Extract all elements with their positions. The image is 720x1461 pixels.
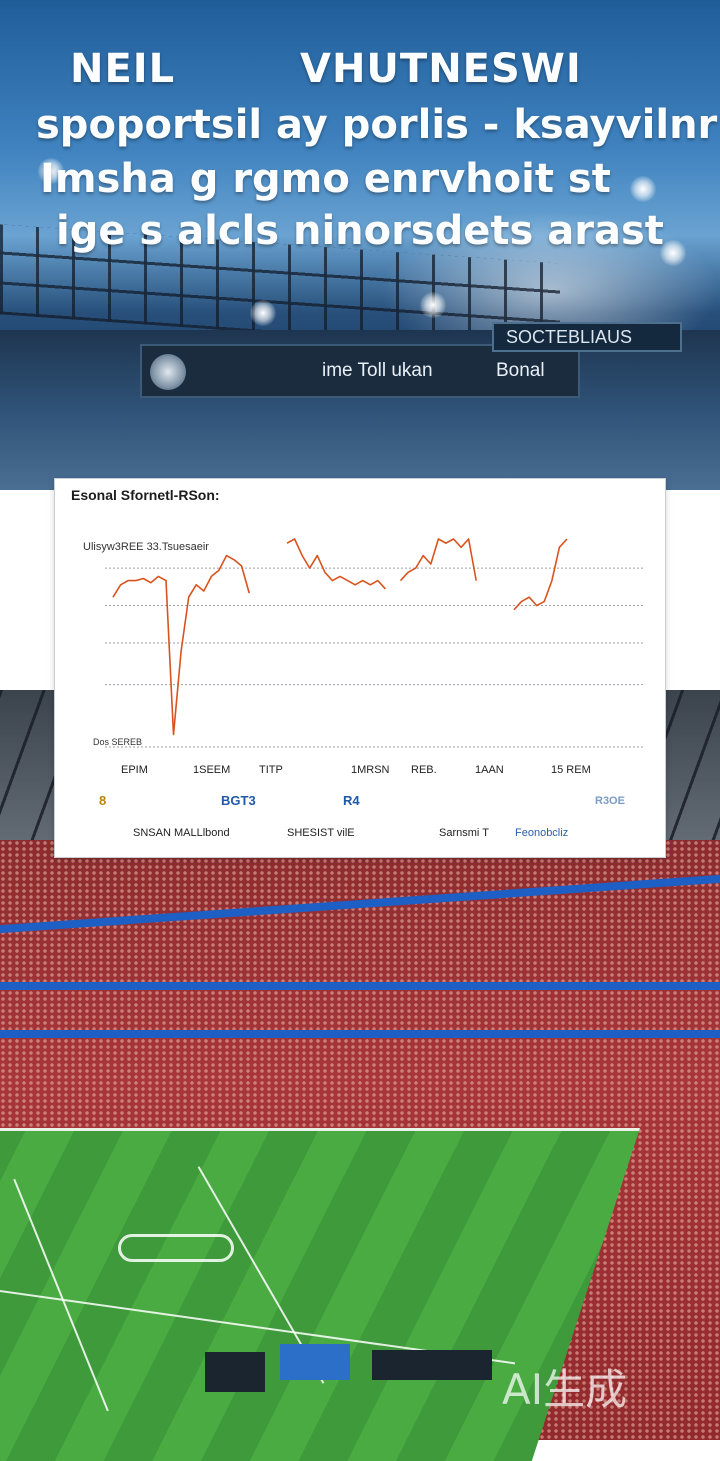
led-ribbon — [0, 982, 720, 990]
headline-line: ige s alcls ninorsdets arast — [56, 208, 664, 254]
legend-label: Feonobcliz — [515, 827, 569, 839]
sideline-equipment — [205, 1352, 265, 1392]
legend-label: SHESIST vilE — [287, 827, 355, 839]
field-logo — [118, 1234, 234, 1262]
legend-label: Sarnsmi T — [439, 827, 489, 839]
x-tick-label: 1AAN — [475, 764, 504, 776]
sideline-equipment — [280, 1344, 350, 1380]
legend-label: SNSAN MALLlbond — [133, 827, 230, 839]
led-ribbon — [0, 1030, 720, 1038]
top-stadium-banner: ime Toll ukan Bonal SOCTEBLIAUS NEIL VHU… — [0, 0, 720, 490]
stadium-scoreboard: ime Toll ukan Bonal — [140, 344, 580, 398]
headline-line: Imsha g rgmo enrvhoit st — [40, 156, 611, 202]
x-tick-label: 1SEEM — [193, 764, 230, 776]
floodlight — [250, 300, 276, 326]
x-tick-label: EPIM — [121, 764, 148, 776]
x-tick-label: TITP — [259, 764, 283, 776]
series-line — [286, 538, 386, 590]
series-line — [513, 538, 568, 611]
legend-marker: R4 — [343, 793, 360, 808]
headline-line: spoportsil ay porlis - ksayvilnr — [36, 102, 718, 148]
x-tick-label: 1MRSN — [351, 764, 390, 776]
sideline-equipment — [372, 1350, 492, 1380]
chart-subtitle: Ulisyw3REE 33.Tsuesaeir — [83, 541, 209, 553]
chart-legend: 8 BGT3 R4 R3OE SNSAN MALLlbond SHESIST v… — [55, 791, 667, 851]
chart-title: Esonal Sfornetl-RSon: — [71, 487, 220, 503]
ai-generated-watermark: AI生成 — [502, 1365, 628, 1414]
legend-marker: 8 — [99, 793, 107, 808]
stadium-side-sign: SOCTEBLIAUS — [492, 322, 682, 352]
y-tick-label: Dos SEREB — [93, 737, 142, 747]
floodlight — [660, 240, 686, 266]
headline-line: NEIL — [70, 46, 176, 92]
floodlight — [38, 158, 64, 184]
scoreboard-text: ime Toll ukan — [322, 360, 433, 381]
line-chart: Dos SEREB EPIM 1SEEM TITP 1MRSN REB. 1AAN 15 RE… — [93, 538, 643, 776]
x-tick-label: 15 REM — [551, 764, 591, 776]
legend-marker: R3OE — [595, 795, 625, 807]
legend-marker: BGT3 — [221, 793, 256, 808]
team-crest-icon — [150, 354, 186, 390]
floodlight — [420, 292, 446, 318]
series-line — [112, 554, 250, 736]
chart-card: Dos SEREB EPIM 1SEEM TITP 1MRSN REB. 1AAN 15 RE… — [54, 478, 666, 858]
series-line — [399, 538, 477, 582]
x-tick-label: REB. — [411, 764, 437, 776]
headline-line: VHUTNESWI — [300, 46, 582, 92]
scoreboard-text-secondary: Bonal — [496, 360, 545, 381]
floodlight — [630, 176, 656, 202]
